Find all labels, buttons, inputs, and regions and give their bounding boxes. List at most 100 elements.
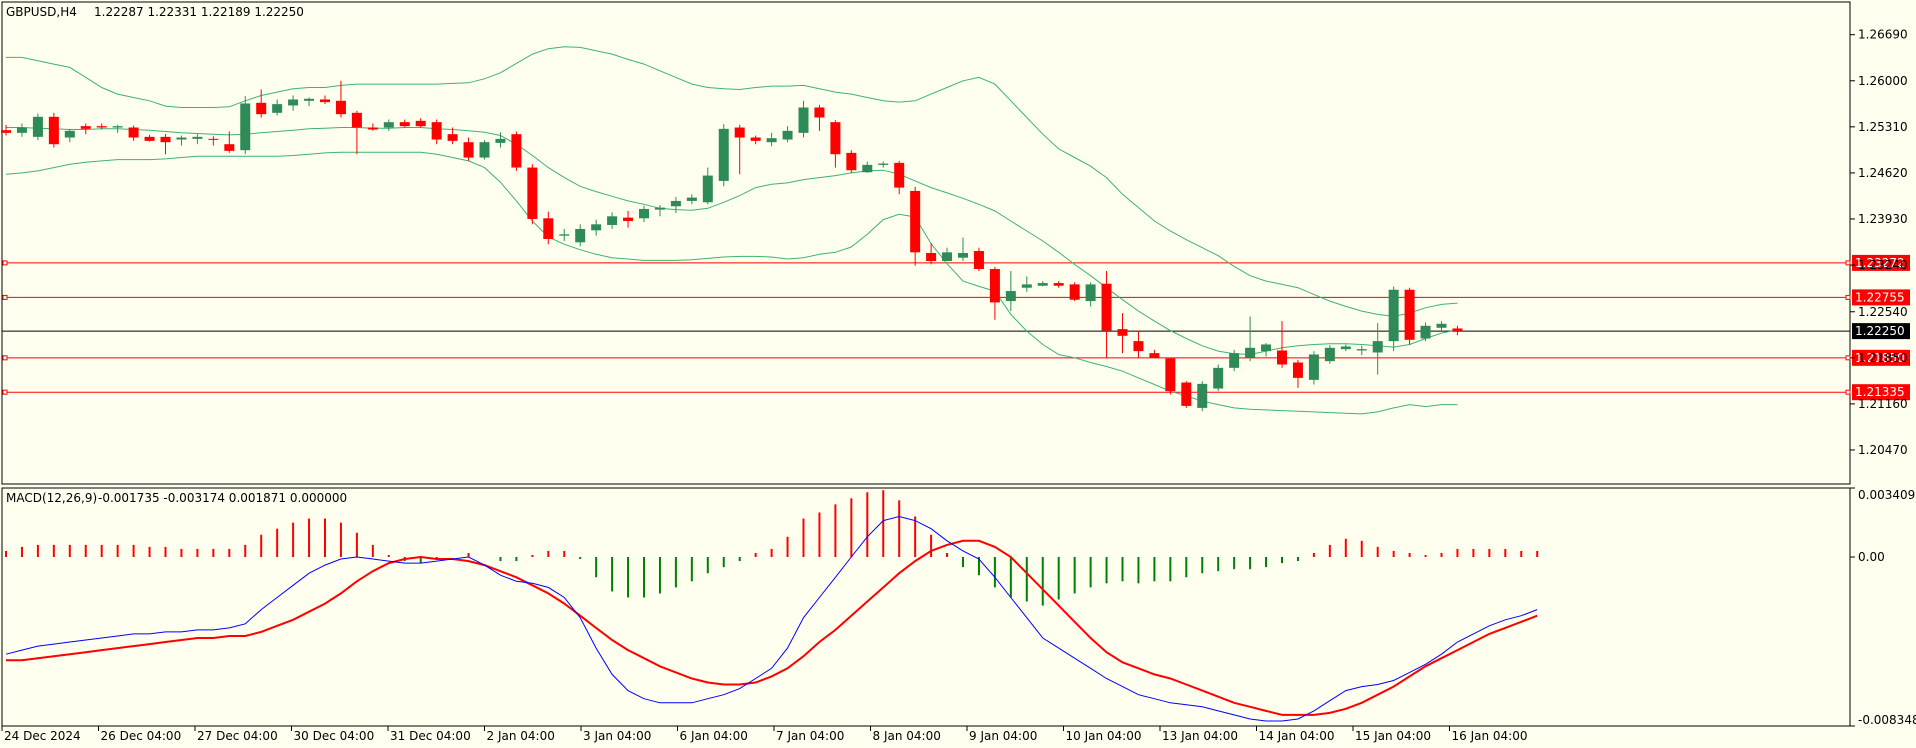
level-price-box [1852,384,1910,401]
candle-body [1277,350,1287,365]
time-tick-label: 9 Jan 04:00 [969,729,1037,743]
candle-body [272,104,283,113]
candle-body [830,122,841,155]
time-axis: 24 Dec 2024 26 Dec 04:00 27 Dec 04:00 30 De… [1,726,1527,743]
candle-body [64,130,75,138]
candle-body [256,102,267,115]
candle-body [718,128,729,181]
price-tick-label: 1.20470 [1858,443,1908,457]
level-anchor-left[interactable] [2,389,8,395]
candle-body [942,252,953,262]
macd-main-line [5,515,1538,722]
candle-body [96,126,107,128]
candle-body [989,269,1000,303]
macd-signal-line [6,539,1538,716]
candle-body [973,251,984,270]
level-anchor-right[interactable] [1845,355,1851,361]
candle-body [654,207,665,210]
candle-body [1420,325,1431,339]
candle-body [894,162,905,188]
candle-body [926,253,937,262]
level-anchor-left[interactable] [2,294,8,300]
candle-body [1037,283,1048,286]
price-axis: 1.26690 1.26000 1.25310 1.24620 1.23930 1.232… [1850,28,1908,457]
candle-body [1245,347,1256,358]
candle-body [479,142,490,158]
symbol-label: GBPUSD,H4 [6,5,77,19]
macd-tick-label: 0.00 [1858,550,1885,564]
candle-body [1436,323,1447,328]
price-tick-label: 1.23240 [1858,258,1908,272]
candle-body [112,126,123,128]
time-tick-label: 7 Jan 04:00 [776,729,844,743]
candle-body [1197,383,1208,408]
candle-body [431,122,442,140]
time-tick-label: 3 Jan 04:00 [583,729,651,743]
price-tick-label: 1.22540 [1858,305,1908,319]
time-tick-label: 24 Dec 2024 [4,729,81,743]
candle-body [1133,341,1144,352]
price-tick-label: 1.23930 [1858,212,1908,226]
candle-body [511,134,522,168]
candle-body [335,100,346,115]
level-anchor-left[interactable] [2,355,8,361]
horizontal-levels: 1.23272 1.22755 1.21850 1.21335 1.22250 [2,254,1910,401]
level-anchor-right[interactable] [1845,389,1851,395]
candle-body [351,112,362,128]
time-tick-label: 13 Jan 04:00 [1162,729,1238,743]
candle-body [144,136,155,141]
candle-body [32,116,43,137]
candle-body [878,163,889,165]
candle-body [1085,284,1096,302]
candle-body [1165,358,1176,392]
time-tick-label: 27 Dec 04:00 [197,729,278,743]
candle-body [814,107,825,118]
candle-body [559,234,570,236]
candle-body [958,253,968,258]
time-tick-label: 31 Dec 04:00 [390,729,471,743]
level-price-label: 1.21335 [1855,385,1905,399]
price-tick-label: 1.26000 [1858,74,1908,88]
candle-body [607,216,618,225]
candle-body [686,197,697,201]
price-tick-label: 1.24620 [1858,166,1908,180]
candle-body [48,116,59,145]
candle-body [1181,382,1192,406]
level-anchor-right[interactable] [1845,260,1851,266]
candle-body [1356,349,1367,351]
price-tick-label: 1.21160 [1858,397,1908,411]
macd-axis: 0.003409 0.00 -0.008348 [1850,487,1916,727]
macd-tick-label: -0.008348 [1858,713,1916,727]
candle-body [1101,283,1112,331]
candle-body [734,127,745,138]
candle-body [288,99,299,106]
candle-body [1261,344,1272,352]
macd-title: MACD(12,26,9) [6,491,97,505]
candle-body [1149,353,1160,358]
price-tick-label: 1.25310 [1858,120,1908,134]
candle-body [1292,362,1303,378]
level-anchor-right[interactable] [1845,294,1851,300]
candle-body [575,228,586,243]
candle-body [304,98,315,101]
macd-values-readout: -0.001735 -0.003174 0.001871 0.000000 [98,491,347,505]
current-price-label: 1.22250 [1855,324,1905,338]
candle-body [1069,284,1080,300]
ohlc-readout: 1.22287 1.22331 1.22189 1.22250 [94,5,304,19]
level-anchor-left[interactable] [2,260,8,266]
candle-body [1021,284,1032,288]
candle-body [447,134,458,141]
candle-body [224,144,235,151]
level-price-box [1852,254,1910,271]
candle-body [670,200,681,207]
candle-body [639,208,649,219]
candle-body [1404,289,1415,340]
candle-body [527,167,538,219]
candle-body [782,130,793,140]
candle-body [128,127,139,138]
candle-body [862,164,873,173]
time-tick-label: 14 Jan 04:00 [1259,729,1335,743]
macd-panel-frame [1,487,1851,727]
